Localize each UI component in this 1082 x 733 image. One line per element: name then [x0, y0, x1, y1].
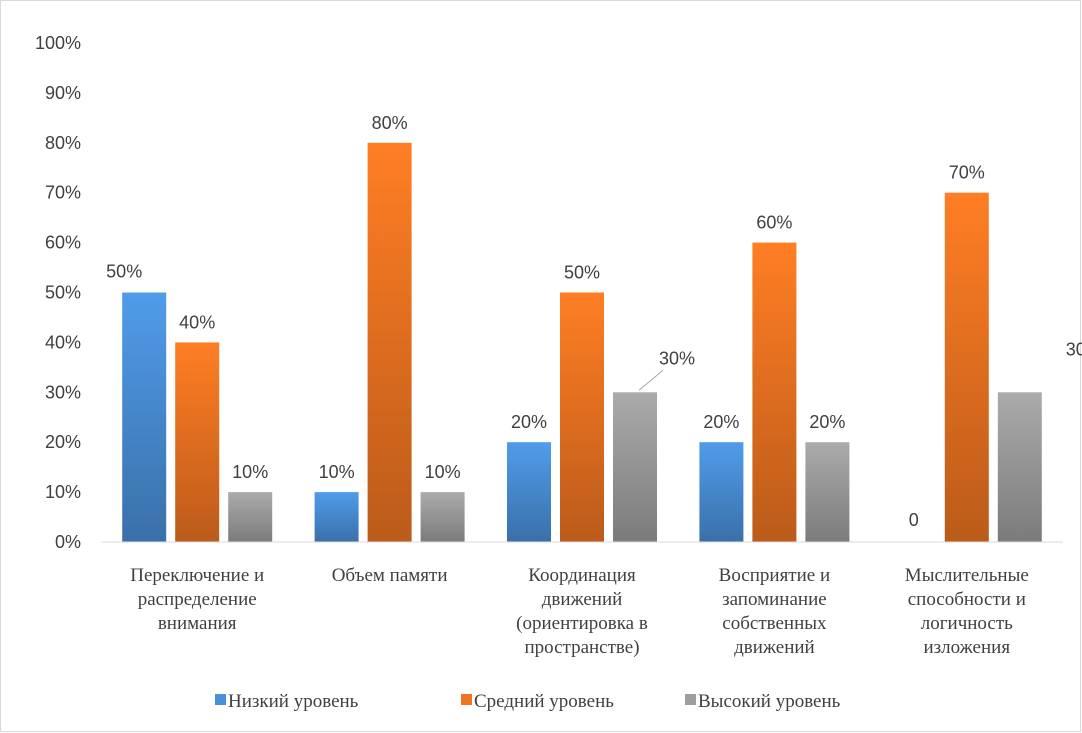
bar: [122, 292, 167, 542]
data-label: 80%: [372, 113, 408, 133]
data-label: 10%: [232, 462, 268, 482]
legend-label: Высокий уровень: [698, 691, 841, 712]
legend-swatch: [215, 694, 226, 705]
y-tick-label: 90%: [45, 83, 81, 103]
y-tick-label: 10%: [45, 482, 81, 502]
bar: [944, 192, 989, 542]
legend-label: Низкий уровень: [228, 691, 359, 712]
bars: [122, 142, 1042, 543]
bar: [613, 392, 657, 542]
y-tick-label: 60%: [45, 233, 81, 253]
bar: [699, 442, 744, 542]
leader-line: [638, 369, 664, 391]
data-label: 50%: [106, 262, 142, 282]
y-tick-label: 0%: [55, 532, 81, 552]
data-label: 30%: [659, 348, 695, 368]
data-label: 60%: [756, 213, 792, 233]
y-tick-label: 70%: [45, 183, 81, 203]
bar: [805, 442, 850, 542]
data-label: 50%: [564, 263, 600, 283]
y-tick-label: 100%: [35, 33, 81, 53]
data-label: 20%: [511, 412, 547, 432]
bar: [175, 342, 220, 542]
category-label: Координация движений (ориентировка в простр…: [516, 565, 648, 658]
y-tick-label: 50%: [45, 283, 81, 303]
category-label: Мыслительные способности и логичность излож…: [905, 565, 1029, 658]
legend-label: Средний уровень: [474, 691, 614, 712]
data-label: 10%: [425, 462, 461, 482]
category-label: Переключение и распределение внимания: [130, 565, 264, 634]
data-label: 0: [909, 510, 919, 530]
bar: [560, 292, 604, 542]
bar: [420, 492, 465, 542]
category-label: Восприятие и запоминание собственных движен…: [719, 565, 830, 658]
y-axis: 0% 10% 20% 30% 40% 50% 60% 70% 80% 90% 100%: [35, 33, 81, 552]
data-label: 30%: [1066, 339, 1082, 359]
category-label: Объем памяти: [332, 565, 448, 586]
y-tick-label: 80%: [45, 133, 81, 153]
data-label: 40%: [179, 312, 215, 332]
y-tick-label: 20%: [45, 432, 81, 452]
legend-swatch: [685, 694, 696, 705]
data-label: 20%: [703, 412, 739, 432]
bar: [997, 392, 1042, 542]
data-label: 70%: [949, 163, 985, 183]
legend-swatch: [461, 694, 472, 705]
bar: [367, 142, 412, 543]
data-label: 10%: [319, 462, 355, 482]
legend: Низкий уровень Средний уровень Высокий уро…: [215, 691, 841, 712]
category-labels: Переключение и распределение внимания Объем…: [130, 565, 1029, 658]
y-tick-label: 30%: [45, 382, 81, 402]
bar: [314, 492, 359, 542]
bar: [228, 492, 273, 542]
y-tick-label: 40%: [45, 332, 81, 352]
bar: [752, 242, 797, 542]
bar: [507, 442, 551, 542]
data-labels: 50% 10% 20% 20% 0 40% 80% 50% 60% 70% 10% 10% 30% 20%…: [106, 113, 1082, 530]
data-label: 20%: [809, 412, 845, 432]
